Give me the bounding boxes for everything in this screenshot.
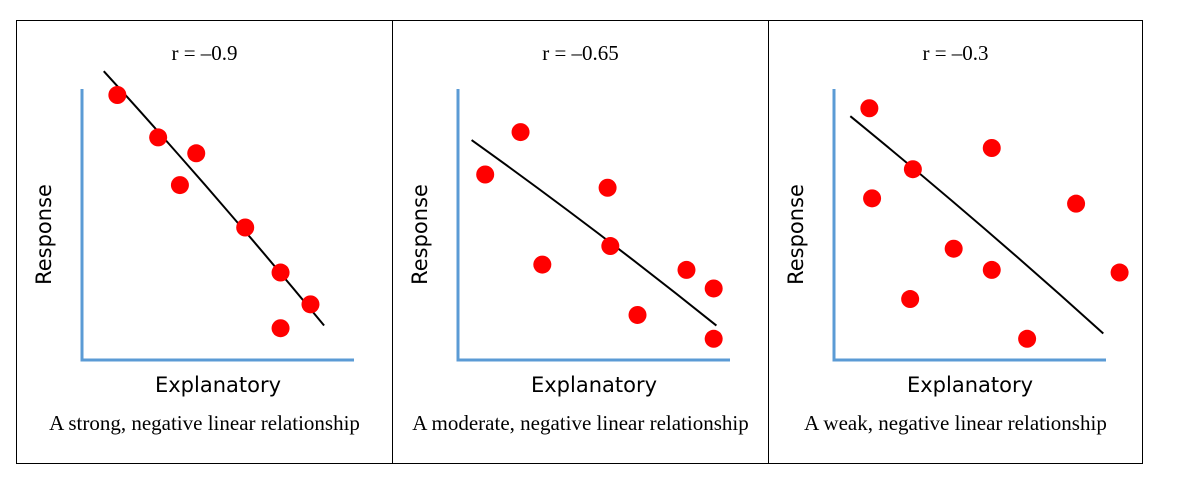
panel-title: r = –0.3 bbox=[922, 41, 989, 65]
data-point bbox=[476, 165, 495, 184]
trend-line bbox=[849, 115, 1104, 335]
data-point bbox=[903, 160, 922, 179]
panel-caption: A strong, negative linear relationship bbox=[49, 411, 360, 435]
data-point bbox=[982, 139, 1001, 157]
panel-moderate: r = –0.65 Explanatory Response A moderate… bbox=[392, 20, 769, 464]
panel-strong: r = –0.9 Explanatory Response A strong, n… bbox=[16, 20, 393, 464]
trend-line bbox=[103, 70, 325, 327]
data-point bbox=[901, 290, 920, 309]
data-point bbox=[511, 123, 530, 142]
scatter-plot-strong: Explanatory Response bbox=[32, 70, 354, 397]
scatter-plot-moderate: Explanatory Response bbox=[408, 89, 730, 397]
x-axis-label: Explanatory bbox=[531, 373, 657, 397]
data-point bbox=[704, 279, 723, 298]
panel-caption: A moderate, negative linear relationship bbox=[412, 411, 749, 435]
x-axis-label: Explanatory bbox=[155, 373, 281, 397]
data-point bbox=[301, 295, 320, 314]
data-point bbox=[533, 255, 552, 274]
data-point bbox=[236, 218, 255, 237]
data-point bbox=[628, 305, 647, 324]
y-axis-label: Response bbox=[408, 184, 432, 285]
data-point bbox=[1018, 329, 1037, 348]
data-point bbox=[860, 99, 879, 118]
data-point bbox=[863, 189, 882, 208]
panel-weak: r = –0.3 Explanatory Response A weak, neg… bbox=[768, 20, 1143, 464]
data-point bbox=[170, 176, 189, 195]
panel-caption: A weak, negative linear relationship bbox=[804, 411, 1107, 435]
data-point bbox=[149, 128, 168, 147]
data-point bbox=[1067, 194, 1086, 213]
data-point bbox=[677, 260, 696, 279]
data-point bbox=[944, 239, 963, 258]
correlation-panels: r = –0.9 Explanatory Response A strong, n… bbox=[16, 20, 1143, 466]
y-axis-label: Response bbox=[32, 184, 56, 285]
y-axis-label: Response bbox=[784, 184, 808, 285]
panel-title: r = –0.65 bbox=[542, 41, 619, 65]
scatter-plot-weak: Explanatory Response bbox=[784, 89, 1129, 397]
data-point bbox=[271, 263, 290, 282]
data-point bbox=[187, 144, 206, 163]
data-point bbox=[598, 178, 617, 197]
data-point bbox=[108, 86, 127, 104]
data-point bbox=[982, 260, 1001, 279]
data-point bbox=[601, 237, 620, 256]
data-point bbox=[1110, 263, 1129, 282]
panel-title: r = –0.9 bbox=[171, 41, 238, 65]
data-point bbox=[704, 329, 723, 348]
x-axis-label: Explanatory bbox=[907, 373, 1033, 397]
trend-line bbox=[471, 139, 718, 327]
data-point bbox=[271, 319, 290, 338]
